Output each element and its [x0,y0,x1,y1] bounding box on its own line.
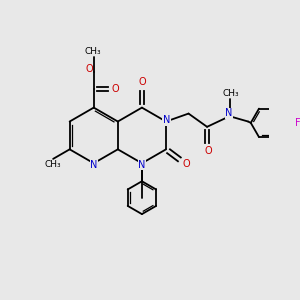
Text: N: N [90,160,98,170]
Text: CH₃: CH₃ [84,47,101,56]
Text: O: O [85,64,93,74]
Text: N: N [225,108,233,118]
Text: N: N [138,160,146,170]
Text: N: N [163,115,170,125]
Text: O: O [138,77,146,87]
Text: O: O [111,84,119,94]
Text: O: O [205,146,212,156]
Text: F: F [295,118,300,128]
Text: CH₃: CH₃ [223,89,239,98]
Text: CH₃: CH₃ [44,160,61,169]
Text: O: O [182,159,190,169]
